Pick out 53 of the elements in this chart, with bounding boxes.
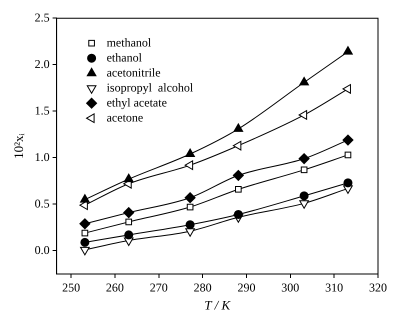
point (299, 76, 309, 86)
point (299, 200, 309, 209)
point (343, 46, 353, 55)
point (234, 123, 244, 132)
y-tick-label: 1.0 (34, 150, 50, 164)
x-tick-label: 250 (62, 280, 80, 294)
point (186, 220, 195, 230)
point (300, 191, 309, 200)
x-tick-label: 280 (194, 280, 212, 294)
legend-label: acetone (106, 110, 144, 124)
point (123, 207, 134, 218)
legend-label: acetonitrile (106, 65, 161, 80)
point (124, 230, 134, 240)
point (235, 186, 242, 193)
point (232, 140, 242, 150)
point (185, 228, 195, 237)
point (80, 238, 90, 247)
point (342, 84, 351, 94)
point (342, 134, 354, 146)
legend-label: isopropyl alcohol (106, 80, 194, 94)
point (186, 204, 194, 210)
x-tick-label: 320 (369, 280, 387, 294)
legend-label: ethyl acetate (106, 95, 167, 110)
x-tick-label: 260 (106, 280, 124, 294)
point (234, 210, 243, 219)
y-tick-label: 0.5 (34, 196, 50, 210)
point (79, 218, 90, 230)
point (185, 148, 195, 158)
point (80, 194, 90, 203)
point (184, 160, 194, 170)
legend-label: ethanol (106, 50, 143, 64)
point (232, 170, 244, 181)
y-tick-label: 0.0 (34, 242, 50, 257)
y-tick-label: 2.5 (34, 10, 50, 24)
y-axis-title: 10²xᵢ (11, 132, 26, 159)
point (344, 152, 352, 158)
x-tick-label: 310 (325, 280, 344, 294)
point (125, 218, 132, 226)
x-axis-title: T / K (204, 298, 232, 313)
point (124, 174, 134, 182)
point (298, 153, 310, 164)
y-tick-label: 1.5 (34, 103, 50, 118)
point (80, 246, 90, 256)
legend-label: methanol (106, 35, 152, 50)
point (300, 166, 308, 174)
point (82, 230, 88, 236)
point (343, 178, 352, 188)
y-tick-label: 2.0 (34, 56, 50, 71)
point (184, 192, 196, 204)
point (298, 110, 308, 120)
x-tick-label: 290 (237, 280, 256, 294)
x-tick-label: 270 (150, 280, 168, 294)
x-tick-label: 300 (281, 280, 300, 294)
